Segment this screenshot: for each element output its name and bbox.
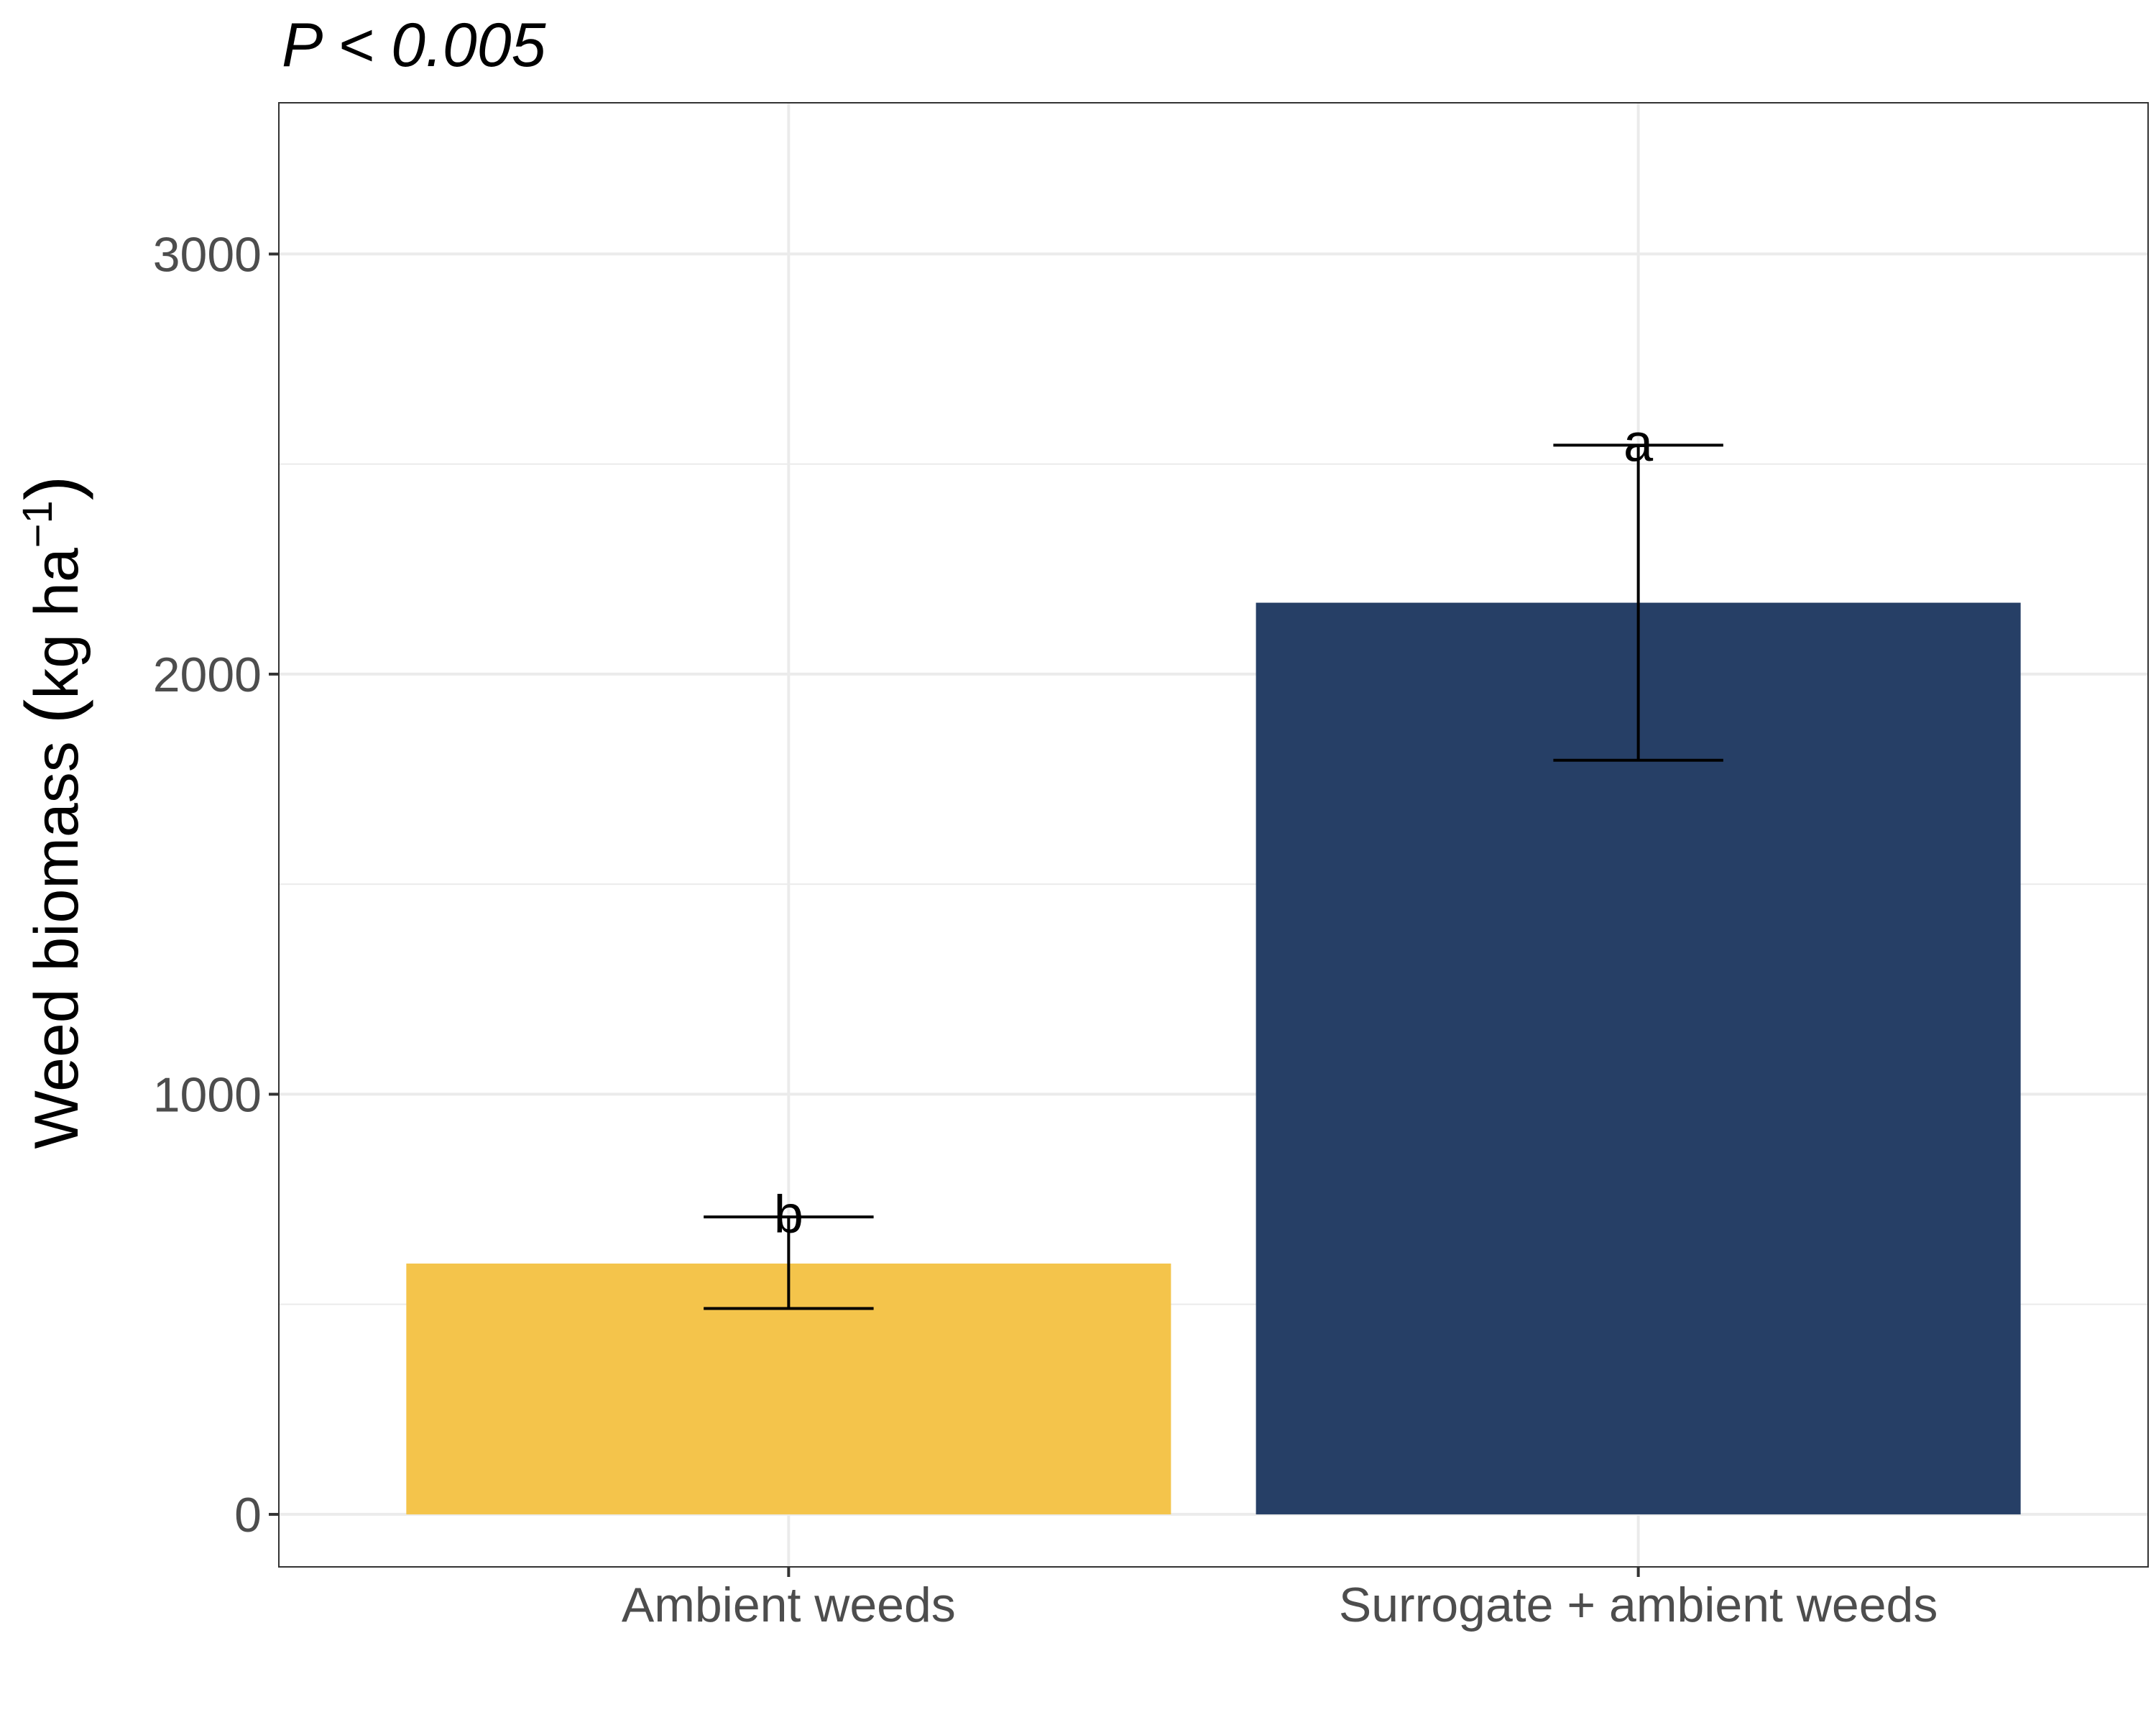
x-axis-ticks: Ambient weeds Surrogate + ambient weeds — [622, 1567, 1938, 1632]
y-axis-title-main: Weed biomass — [22, 724, 91, 1149]
significance-letter: a — [1623, 413, 1654, 472]
y-axis-title-open: ( — [11, 699, 94, 724]
significance-letters: ba — [774, 413, 1654, 1244]
y-axis-title-sup: −1 — [14, 500, 61, 548]
plot-title-p: P — [282, 11, 323, 80]
y-tick-label: 3000 — [153, 227, 262, 282]
plot-title-rest: < 0.005 — [321, 11, 546, 80]
y-axis-title: Weed biomass (kg ha−1) — [11, 476, 94, 1149]
panel-border — [278, 102, 2149, 1568]
significance-letter: b — [774, 1184, 803, 1244]
y-tick-label: 0 — [234, 1488, 262, 1542]
bars — [406, 602, 2021, 1514]
x-tick-label: Surrogate + ambient weeds — [1339, 1578, 1938, 1632]
y-axis-ticks: 0 1000 2000 3000 — [153, 227, 279, 1542]
y-axis-title-unit: kg ha — [22, 548, 91, 699]
error-bars — [704, 443, 1723, 1310]
y-axis-title-close: ) — [11, 476, 94, 501]
y-tick-label: 2000 — [153, 648, 262, 702]
y-tick-label: 1000 — [153, 1067, 262, 1122]
plot-title: P < 0.005 — [282, 11, 547, 80]
x-tick-label: Ambient weeds — [622, 1578, 956, 1632]
